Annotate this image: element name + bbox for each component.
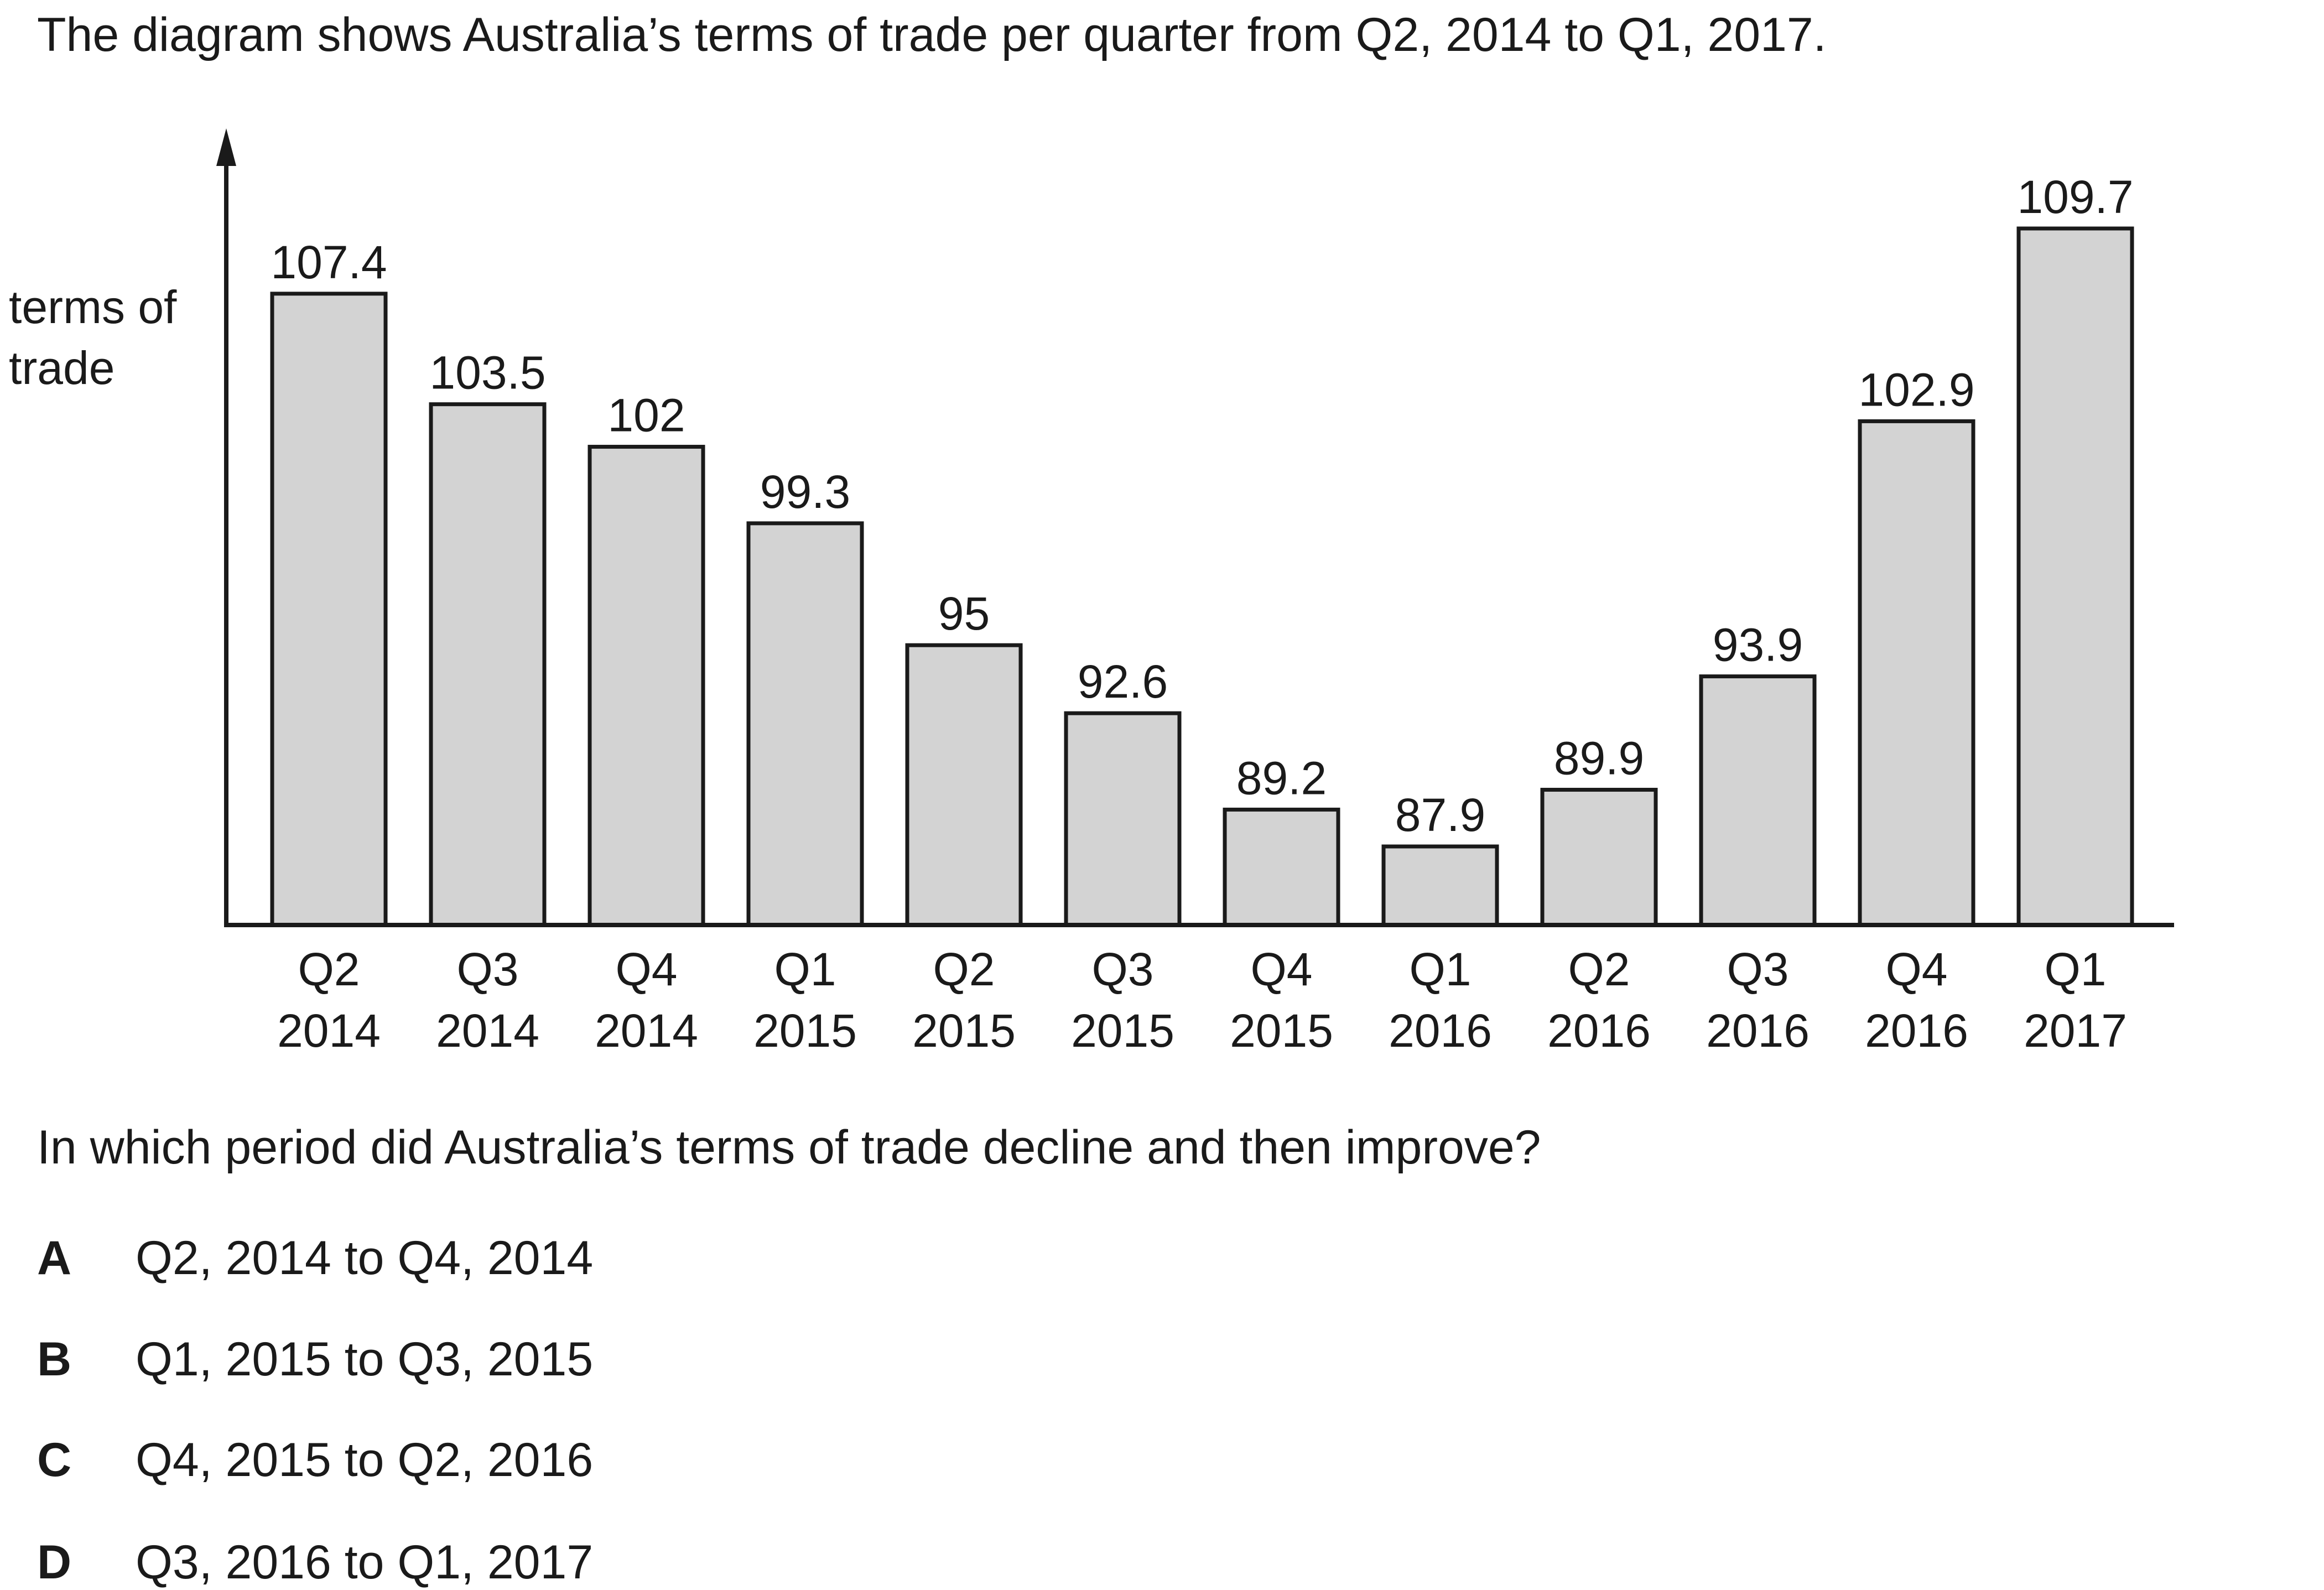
option-b-text: Q1, 2015 to Q3, 2015	[136, 1333, 594, 1386]
bar-value-label: 92.6	[1078, 656, 1168, 708]
x-tick-quarter-label: Q1	[774, 943, 836, 995]
x-tick-year-label: 2014	[436, 1005, 539, 1057]
y-axis-label-line-2: trade	[9, 342, 115, 394]
option-b-letter: B	[37, 1333, 72, 1386]
y-axis-label-line-1: terms of	[9, 281, 177, 333]
x-tick-year-label: 2015	[753, 1005, 857, 1057]
x-tick-quarter-label: Q2	[933, 943, 995, 995]
x-tick-year-label: 2016	[1389, 1005, 1492, 1057]
bar-value-label: 93.9	[1713, 619, 1803, 671]
option-d-letter: D	[37, 1536, 72, 1589]
bar	[905, 643, 1023, 927]
x-tick-year-label: 2016	[1865, 1005, 1968, 1057]
bar-value-label: 102.9	[1858, 363, 1974, 415]
x-tick-quarter-label: Q4	[615, 943, 677, 995]
bar-value-label: 95	[938, 588, 990, 640]
bar-chart: 107.4 Q2 2014 103.5 Q3 2014 102 Q4 2014 99.3 Q1 201…	[216, 128, 2174, 1057]
option-c-text: Q4, 2015 to Q2, 2016	[136, 1433, 594, 1487]
x-tick-quarter-label: Q1	[1409, 943, 1471, 995]
x-tick-quarter-label: Q4	[1885, 943, 1947, 995]
bar-value-label: 109.7	[2017, 171, 2133, 223]
bar-value-label: 99.3	[760, 466, 851, 518]
option-b[interactable]: B Q1, 2015 to Q3, 2015	[37, 1332, 593, 1387]
x-tick-year-label: 2017	[2024, 1005, 2127, 1057]
labels-group: 107.4 Q2 2014 103.5 Q3 2014 102 Q4 2014 99.3 Q1 201…	[271, 171, 2133, 1057]
bar	[1381, 844, 1499, 927]
option-a-text: Q2, 2014 to Q4, 2014	[136, 1232, 594, 1285]
x-tick-year-label: 2015	[1230, 1005, 1333, 1057]
bars-group	[270, 226, 2134, 927]
x-tick-quarter-label: Q3	[456, 943, 518, 995]
x-tick-quarter-label: Q4	[1250, 943, 1312, 995]
option-c-letter: C	[37, 1433, 72, 1487]
bar-value-label: 87.9	[1395, 789, 1486, 841]
bar	[588, 445, 705, 927]
option-a-letter: A	[37, 1232, 72, 1285]
bar	[1699, 674, 1817, 927]
bar-value-label: 89.2	[1236, 752, 1327, 804]
x-tick-year-label: 2015	[912, 1005, 1016, 1057]
bar	[2016, 226, 2134, 927]
x-tick-quarter-label: Q3	[1727, 943, 1789, 995]
y-axis-arrow	[216, 128, 236, 166]
option-d-text: Q3, 2016 to Q1, 2017	[136, 1536, 594, 1589]
x-tick-year-label: 2016	[1547, 1005, 1651, 1057]
bar-value-label: 102	[607, 389, 685, 441]
bar	[746, 521, 864, 927]
x-tick-year-label: 2014	[595, 1005, 698, 1057]
x-tick-year-label: 2014	[277, 1005, 381, 1057]
bar-value-label: 103.5	[429, 347, 545, 399]
bar-value-label: 89.9	[1554, 732, 1645, 784]
x-tick-quarter-label: Q2	[1568, 943, 1630, 995]
x-tick-quarter-label: Q1	[2044, 943, 2106, 995]
x-tick-quarter-label: Q2	[298, 943, 360, 995]
option-d[interactable]: D Q3, 2016 to Q1, 2017	[37, 1535, 593, 1590]
bar	[1223, 807, 1340, 927]
x-tick-year-label: 2016	[1706, 1005, 1810, 1057]
y-axis-label: terms of trade	[9, 277, 230, 398]
bar	[270, 292, 388, 927]
x-tick-quarter-label: Q3	[1091, 943, 1153, 995]
bar	[1064, 711, 1182, 927]
bar	[1540, 788, 1658, 927]
bar-value-label: 107.4	[271, 236, 387, 288]
bar	[429, 402, 547, 927]
option-a[interactable]: A Q2, 2014 to Q4, 2014	[37, 1231, 593, 1286]
intro-text: The diagram shows Australia’s terms of t…	[37, 8, 1827, 61]
x-tick-year-label: 2015	[1071, 1005, 1174, 1057]
option-c[interactable]: C Q4, 2015 to Q2, 2016	[37, 1433, 593, 1488]
question-text: In which period did Australia’s terms of…	[37, 1121, 1541, 1174]
bar	[1858, 419, 1975, 927]
